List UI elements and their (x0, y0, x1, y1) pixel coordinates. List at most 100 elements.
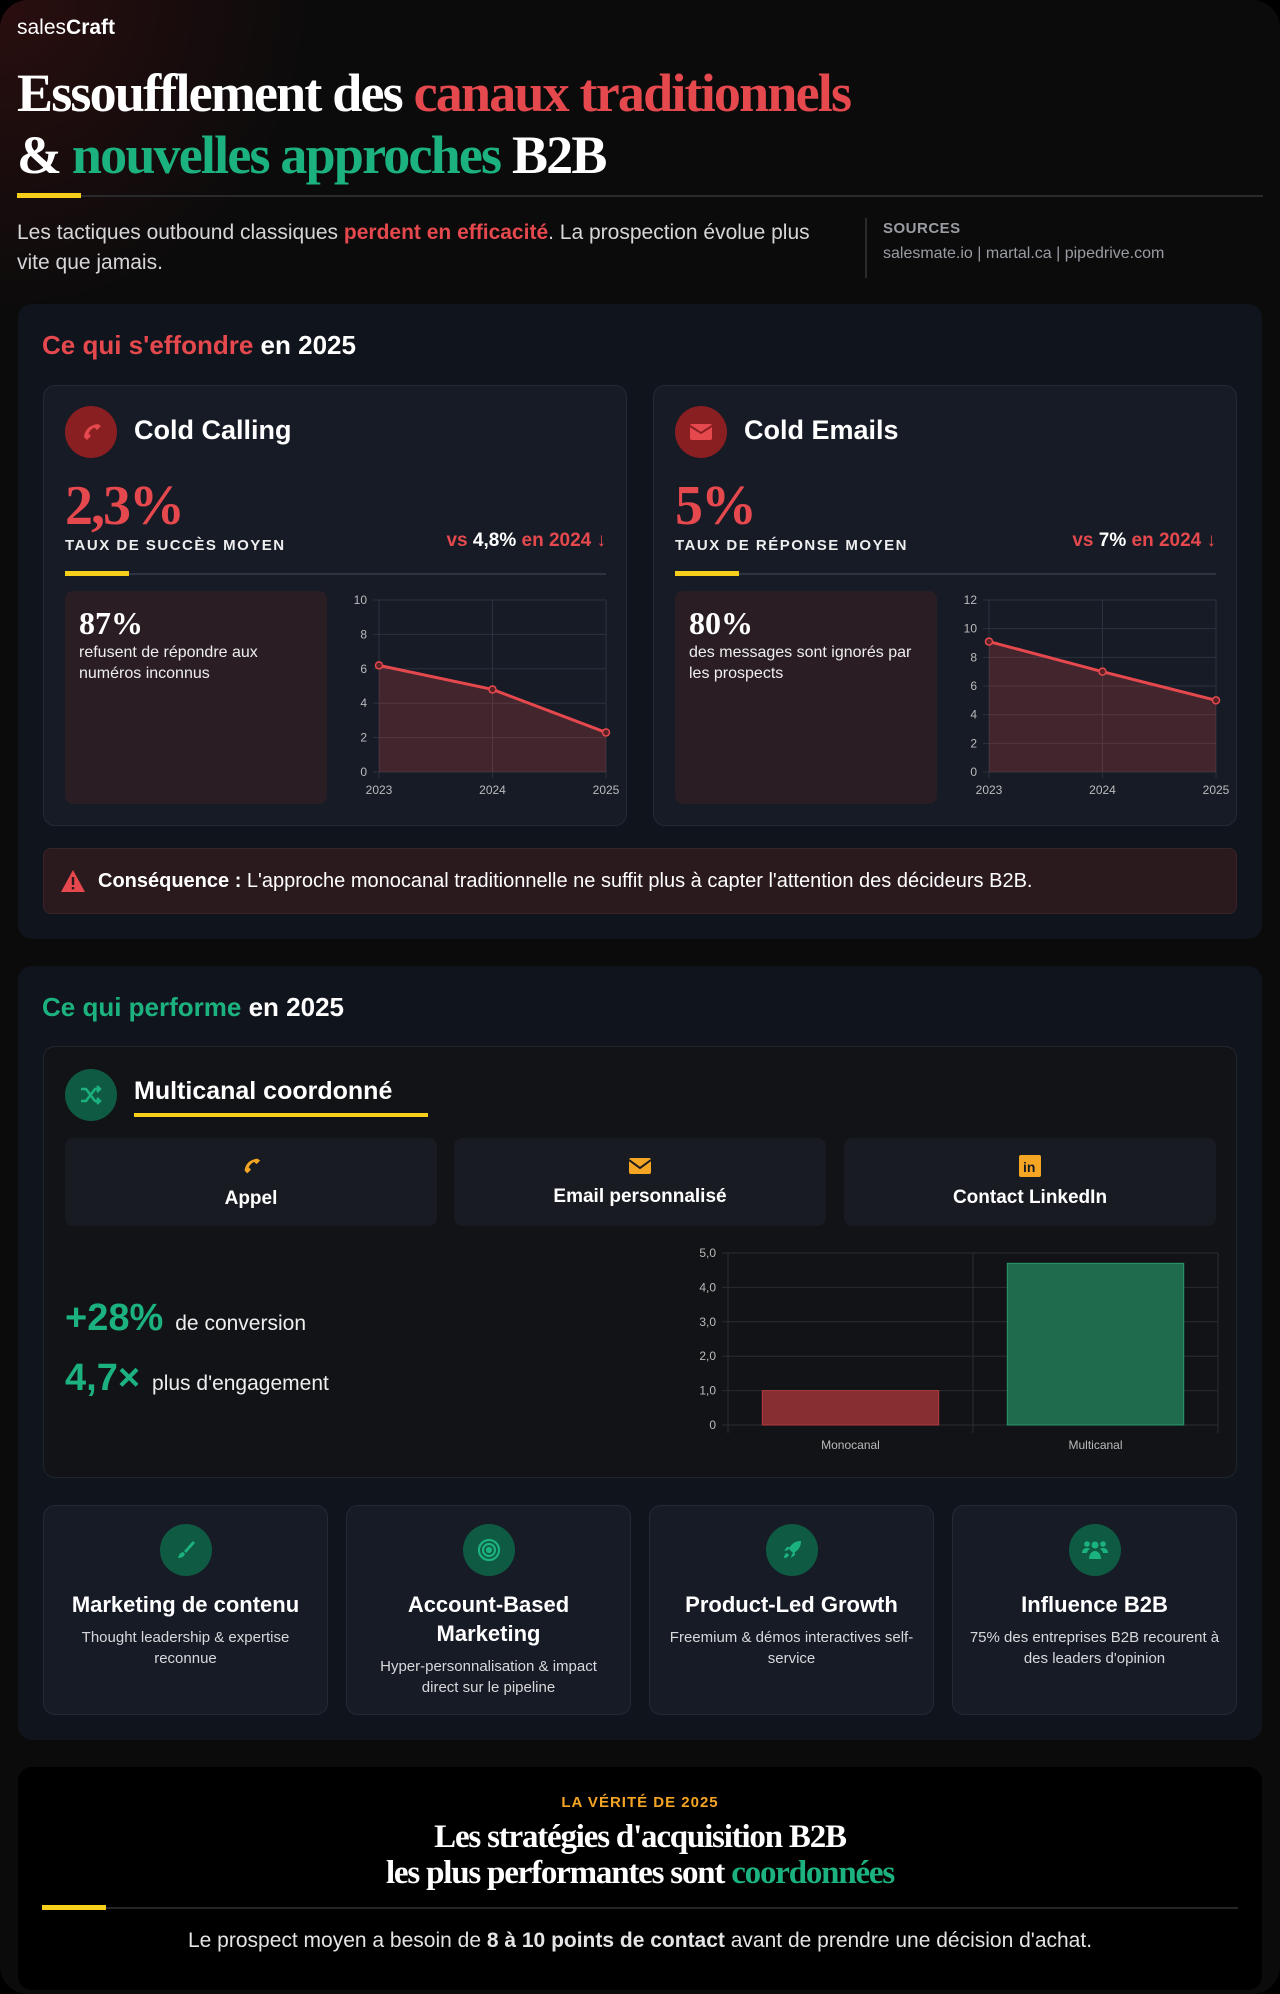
truth-headline: Les stratégies d'acquisition B2B les plu… (18, 1819, 1262, 1891)
channel-label: Contact LinkedIn (952, 1187, 1108, 1208)
stat-text: de conversion (175, 1312, 306, 1335)
x-tick-label: 2024 (479, 783, 506, 797)
consequence-banner: Conséquence : L'approche monocanal tradi… (43, 848, 1237, 914)
headline-line: Les stratégies d'acquisition B2B (434, 1819, 847, 1855)
subtitle-highlight: perdent en efficacité (343, 221, 549, 244)
channel-linkedin: in Contact LinkedIn (844, 1138, 1216, 1226)
accent-bar (17, 193, 81, 198)
consequence-label: Conséquence : (98, 869, 242, 892)
channel-label: Appel (224, 1188, 278, 1209)
y-tick-label: 2,0 (699, 1349, 716, 1363)
data-point (601, 728, 611, 737)
channel-email: Email personnalisé (454, 1138, 826, 1226)
feature-title: Influence B2B (1021, 1592, 1168, 1617)
vs-part: en 2024 ↓ (516, 530, 606, 551)
brand-logo: salesCraft (17, 16, 115, 40)
stat-engagement: 4,7× plus d'engagement (65, 1357, 329, 1400)
area-fill (379, 665, 606, 772)
perform-title: Ce qui performe en 2025 (42, 992, 344, 1023)
divider (42, 1907, 1238, 1909)
y-tick-label: 2 (970, 736, 977, 750)
cold-calling-line-chart: 0 2 4 6 8 10 2023 2024 2025 (354, 593, 619, 797)
success-rate: 2,3% (65, 475, 185, 537)
engagement-bar-chart: 0 1,0 2,0 3,0 4,0 5,0 Monocanal Multicanal (699, 1246, 1219, 1452)
subtitle-part: Les tactiques outbound classiques (17, 221, 344, 244)
headline-part: les plus performantes sont (385, 1855, 732, 1891)
cold-emails-line-chart: 0 2 4 6 8 10 12 2023 2024 2025 (964, 593, 1229, 797)
feature-abm: Account-Based Marketing Hyper-personnali… (346, 1505, 631, 1715)
x-tick-label: Monocanal (821, 1438, 880, 1452)
bar-monocanal (761, 1390, 940, 1426)
data-point (984, 637, 994, 646)
title-part: en 2025 (253, 330, 356, 360)
vs-part: en 2024 ↓ (1126, 530, 1216, 551)
stat-value: +28% (65, 1297, 164, 1339)
stat-value: 4,7× (65, 1357, 141, 1399)
y-tick-label: 4 (970, 708, 977, 722)
feature-title: Product-Led Growth (685, 1592, 898, 1617)
stat-text: plus d'engagement (152, 1372, 329, 1395)
users-icon (1068, 1524, 1121, 1576)
brush-icon (159, 1524, 212, 1576)
stat-value: 87% (79, 605, 143, 641)
consequence-text: L'approche monocanal traditionnelle ne s… (241, 869, 1033, 892)
cold-emails-card: Cold Emails 5% TAUX DE RÉPONSE MOYEN vs … (653, 385, 1237, 826)
feature-title: Account-Based Marketing (407, 1592, 570, 1646)
metric-label: TAUX DE RÉPONSE MOYEN (675, 537, 908, 554)
envelope-icon (628, 1158, 652, 1174)
stat-value: 80% (689, 605, 753, 641)
data-point (374, 661, 384, 670)
vs-value: 4,8% (472, 530, 517, 551)
title-part: en 2025 (241, 992, 345, 1022)
vs-part: vs (1072, 530, 1099, 551)
y-tick-label: 0 (360, 765, 367, 779)
y-tick-label: 2 (360, 731, 367, 745)
card-title: Cold Calling (134, 415, 292, 445)
x-tick-label: 2025 (593, 783, 619, 797)
vs-value: 7% (1098, 530, 1127, 551)
channel-call: Appel (65, 1138, 437, 1226)
cold-calling-card: Cold Calling 2,3% TAUX DE SUCCÈS MOYEN v… (43, 385, 627, 826)
title-highlight: Ce qui performe (42, 992, 242, 1022)
y-tick-label: 0 (709, 1418, 716, 1432)
channel-label: Email personnalisé (553, 1186, 727, 1207)
phone-icon (244, 1158, 261, 1174)
feature-content-marketing: Marketing de contenu Thought leadership … (43, 1505, 328, 1715)
title-highlight-red: canaux traditionnels (413, 63, 852, 123)
feature-desc: Hyper-personnalisation & impact direct s… (380, 1658, 597, 1696)
y-tick-label: 4 (360, 696, 367, 710)
comparison: vs 4,8% en 2024 ↓ (446, 530, 606, 552)
brand-light: sales (17, 16, 67, 39)
headline-highlight: coordonnées (731, 1855, 895, 1891)
y-tick-label: 3,0 (699, 1315, 716, 1329)
divider (65, 573, 606, 575)
multichannel-card: Multicanal coordonné Appel Email personn… (43, 1046, 1237, 1478)
stat-text: refusent de répondre aux numéros inconnu… (79, 644, 258, 682)
y-tick-label: 10 (354, 593, 368, 607)
card-title: Cold Emails (744, 415, 899, 445)
title-part: B2B (500, 125, 607, 185)
title-part: Essoufflement des (17, 63, 414, 123)
body-part: avant de prendre une décision d'achat. (724, 1929, 1093, 1952)
rocket-icon (765, 1524, 818, 1576)
page-title: Essoufflement des canaux traditionnels &… (17, 62, 852, 186)
bar-multicanal (1006, 1262, 1185, 1426)
x-tick-label: 2023 (976, 783, 1003, 797)
data-point (488, 685, 497, 694)
y-tick-label: 4,0 (699, 1280, 716, 1294)
sources-list: salesmate.io | martal.ca | pipedrive.com (883, 245, 1165, 262)
divider (17, 195, 1263, 197)
title-highlight-green: nouvelles approches (71, 125, 502, 185)
truth-panel: LA VÉRITÉ DE 2025 Les stratégies d'acqui… (18, 1767, 1262, 1990)
brand-bold: Craft (66, 16, 116, 39)
accent-bar (65, 571, 129, 576)
warning-icon (61, 870, 85, 892)
title-underline (134, 1113, 428, 1117)
subtitle-part: . La prospection évolue plus vite que ja… (17, 221, 810, 274)
y-tick-label: 8 (970, 650, 977, 664)
y-tick-label: 6 (970, 679, 977, 693)
feature-influence: Influence B2B 75% des entreprises B2B re… (952, 1505, 1237, 1715)
metric-label: TAUX DE SUCCÈS MOYEN (65, 537, 286, 554)
phone-icon (65, 406, 117, 458)
target-icon (462, 1524, 515, 1576)
